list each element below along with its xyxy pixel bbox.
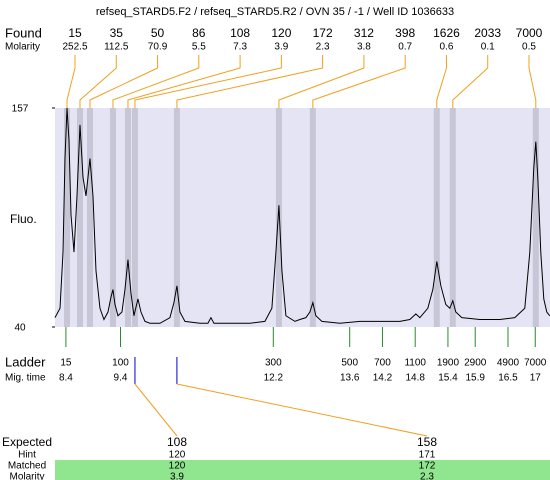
found-size: 108 — [230, 26, 250, 40]
found-molarity: 3.9 — [274, 42, 288, 53]
peak-connector — [66, 55, 76, 108]
found-molarity: 3.8 — [357, 42, 371, 53]
found-size: 398 — [395, 26, 415, 40]
ladder-label: Ladder — [5, 354, 46, 369]
peak-connector — [134, 55, 282, 108]
y-tick-label: 40 — [14, 323, 26, 334]
peak-band — [309, 108, 316, 327]
ladder-size: 15 — [60, 358, 72, 369]
ladder-time: 14.8 — [405, 373, 425, 384]
expected-hint: 120 — [169, 450, 186, 461]
peak-connector — [312, 55, 406, 108]
found-size: 172 — [313, 26, 333, 40]
peak-band — [433, 108, 440, 327]
match-connector — [176, 383, 428, 437]
peak-connector — [127, 55, 241, 108]
peak-band — [173, 108, 180, 327]
title: refseq_STARD5.F2 / refseq_STARD5.R2 / OV… — [96, 6, 454, 18]
ladder-size: 500 — [341, 358, 358, 369]
expected-row-label: Hint — [18, 450, 36, 461]
expected-hint: 171 — [419, 450, 436, 461]
mig-time-label: Mig. time — [5, 373, 46, 384]
expected-matched: 172 — [419, 461, 436, 472]
peak-connector — [89, 55, 159, 108]
ladder-size: 1100 — [404, 358, 426, 369]
found-size: 312 — [354, 26, 374, 40]
peak-connector — [528, 55, 537, 108]
found-size: 2033 — [474, 26, 501, 40]
peak-band — [275, 108, 282, 327]
ladder-time: 16.5 — [498, 373, 518, 384]
found-molarity: 2.3 — [316, 42, 330, 53]
peak-band — [532, 108, 539, 327]
found-size: 120 — [271, 26, 291, 40]
peak-band — [64, 108, 71, 327]
found-label: Found — [5, 25, 42, 40]
peak-connector — [278, 55, 365, 108]
found-molarity: 5.5 — [192, 42, 206, 53]
matched-band — [55, 460, 550, 480]
found-molarity: 7.3 — [233, 42, 247, 53]
ladder-size: 1900 — [437, 358, 460, 369]
found-molarity: 252.5 — [62, 42, 87, 53]
expected-row-label: Molarity — [9, 472, 44, 480]
ladder-time: 17 — [530, 373, 542, 384]
ladder-size: 4900 — [497, 358, 520, 369]
y-tick-label: 157 — [12, 104, 29, 115]
expected-row-label: Matched — [8, 461, 46, 472]
peak-band — [76, 108, 83, 327]
found-size: 1626 — [433, 26, 460, 40]
ladder-size: 700 — [374, 358, 391, 369]
ladder-time: 9.4 — [114, 373, 128, 384]
found-molarity: 0.1 — [481, 42, 495, 53]
ladder-time: 13.6 — [340, 373, 360, 384]
found-molarity: 112.5 — [104, 42, 129, 53]
trace — [54, 107, 550, 324]
found-size: 50 — [151, 26, 165, 40]
ladder-size: 7000 — [524, 358, 547, 369]
peak-band — [131, 108, 138, 327]
found-size: 86 — [192, 26, 206, 40]
peak-connector — [436, 55, 447, 108]
peak-band — [124, 108, 131, 327]
found-size: 15 — [68, 26, 82, 40]
ladder-time: 12.2 — [264, 373, 284, 384]
found-molarity: 70.9 — [148, 42, 168, 53]
expected-expected: 158 — [417, 435, 437, 449]
ladder-time: 15.4 — [438, 373, 458, 384]
peak-band — [86, 108, 93, 327]
y-axis-label: Fluo. — [10, 212, 37, 226]
peak-connector — [176, 55, 324, 108]
expected-molarity: 3.9 — [170, 472, 184, 480]
ladder-time: 15.9 — [465, 373, 485, 384]
match-connector — [134, 383, 178, 437]
ladder-size: 300 — [265, 358, 282, 369]
expected-molarity: 2.3 — [420, 472, 434, 480]
molarity-label: Molarity — [5, 42, 40, 53]
peak-band — [109, 108, 116, 327]
peak-connector — [79, 55, 117, 108]
expected-matched: 120 — [169, 461, 186, 472]
expected-expected: 108 — [167, 435, 187, 449]
peak-band — [449, 108, 456, 327]
ladder-time: 8.4 — [59, 373, 73, 384]
ladder-time: 14.2 — [373, 373, 393, 384]
expected-row-label: Expected — [2, 435, 52, 449]
found-molarity: 0.7 — [398, 42, 412, 53]
ladder-size: 100 — [112, 358, 129, 369]
found-size: 7000 — [516, 26, 543, 40]
found-size: 35 — [110, 26, 124, 40]
peak-connector — [452, 55, 489, 108]
found-molarity: 0.5 — [522, 42, 536, 53]
ladder-size: 2900 — [464, 358, 487, 369]
found-molarity: 0.6 — [440, 42, 454, 53]
peak-connector — [112, 55, 200, 108]
